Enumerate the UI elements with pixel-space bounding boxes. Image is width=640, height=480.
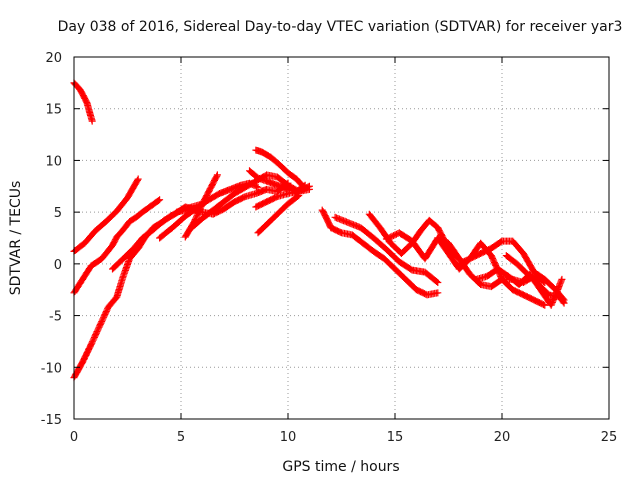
series-track-15 <box>331 213 442 286</box>
data-point-trace <box>254 192 303 237</box>
x-tick-label: 25 <box>601 430 618 445</box>
y-tick-label: 0 <box>54 258 62 273</box>
series-track-11 <box>252 182 313 211</box>
data-point-trace <box>252 182 313 211</box>
data-point-trace <box>70 175 142 255</box>
data-points <box>70 79 568 382</box>
series-track-12 <box>254 192 303 237</box>
grid-lines <box>74 57 609 419</box>
y-tick-label: 5 <box>54 206 62 221</box>
data-point-trace <box>70 200 206 382</box>
data-point-trace <box>173 179 292 218</box>
y-tick-label: -15 <box>41 413 62 428</box>
x-axis-label: GPS time / hours <box>282 459 399 475</box>
series-track-8 <box>173 179 292 218</box>
series-track-14 <box>318 206 442 299</box>
x-tick-label: 5 <box>177 430 185 445</box>
data-point-trace <box>252 146 307 190</box>
chart-title: Day 038 of 2016, Sidereal Day-to-day VTE… <box>58 19 623 35</box>
x-tick-label: 0 <box>70 430 78 445</box>
x-tick-label: 15 <box>387 430 404 445</box>
axis-ticks: 0 5 10 15 20 25 20 15 10 5 0 -5 -10 -15 <box>41 51 618 445</box>
series-track-2 <box>70 175 142 255</box>
x-tick-label: 10 <box>280 430 297 445</box>
y-tick-label: -5 <box>49 310 62 325</box>
series-track-13 <box>181 171 221 241</box>
series-track-22 <box>477 272 549 291</box>
data-point-trace <box>318 206 442 299</box>
y-axis-label: SDTVAR / TECUs <box>8 181 24 296</box>
y-tick-label: 20 <box>45 51 62 66</box>
y-tick-label: -10 <box>41 361 62 376</box>
y-tick-label: 15 <box>45 103 62 118</box>
data-point-trace <box>331 213 442 286</box>
plot-frame <box>73 56 610 420</box>
series-track-9 <box>252 146 307 190</box>
y-tick-label: 10 <box>45 154 62 169</box>
data-point-trace <box>477 272 549 291</box>
series-track-4 <box>70 200 206 382</box>
x-tick-label: 20 <box>494 430 511 445</box>
data-point-trace <box>181 171 221 241</box>
